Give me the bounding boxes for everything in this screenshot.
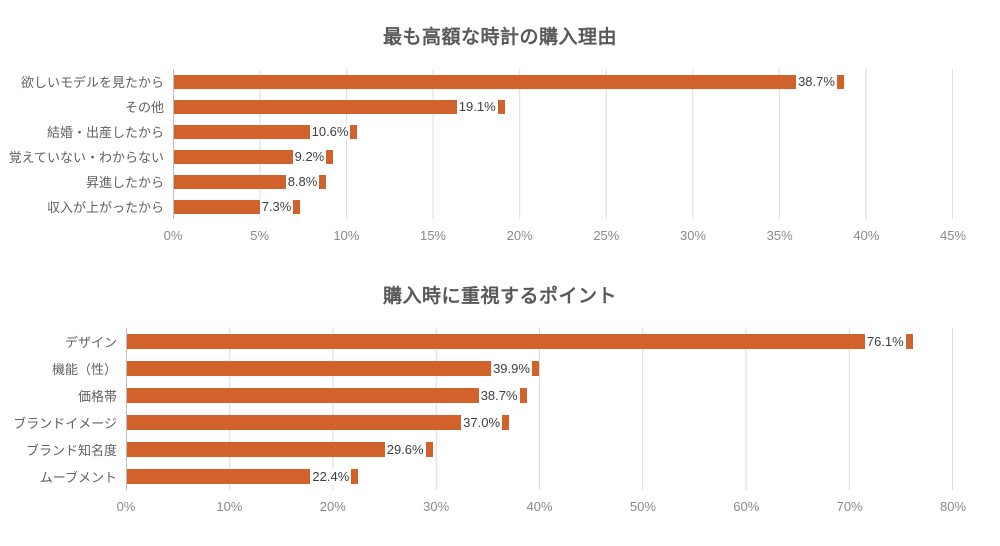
x-tick-label: 10% [333, 228, 360, 243]
bar-row: 22.4% [127, 463, 953, 490]
value-label: 39.9% [491, 360, 532, 377]
value-axis: 0% 5% 10% 15% 20% 25% 30% 35% 40% 45% [164, 219, 966, 255]
chart-purchase-priorities-body: デザイン機能（性） 価格帯ブランドイメージブランド知名度ムーブメント 76.1% 3… [0, 328, 966, 526]
category-label: 収入が上がったから [46, 200, 164, 215]
bar-row: 39.9% [127, 355, 953, 382]
bar: 8.8% [174, 173, 327, 190]
bar: 29.6% [127, 441, 433, 458]
chart-purchase-reasons-title: 最も高額な時計の購入理由 [382, 27, 617, 48]
bar: 38.7% [127, 387, 527, 404]
chart-purchase-priorities: 購入時に重視するポイント デザイン機能（性） 価格帯ブランドイメージブランド知名度… [0, 285, 1000, 526]
value-label: 37.0% [461, 414, 503, 431]
category-axis: 欲しいモデルを見たからその他結婚・出産したから覚えていない・わからない昇進したか… [0, 69, 173, 255]
category-label: デザイン [64, 335, 117, 350]
bar-row: 10.6% [174, 119, 953, 144]
chart-purchase-reasons: 最も高額な時計の購入理由 欲しいモデルを見たからその他結婚・出産したから覚えてい… [0, 26, 1000, 255]
bar: 76.1% [127, 333, 913, 350]
value-label: 9.2% [292, 148, 327, 165]
x-tick-label: 20% [506, 228, 533, 243]
bar-row: 7.3% [174, 194, 953, 219]
x-tick-label: 0% [116, 499, 136, 514]
bar: 22.4% [127, 468, 359, 485]
plot-area: 38.7% 19.1% 10.6% 9.2% 8.8% 7.3% [173, 69, 953, 219]
category-label: 結婚・出産したから [46, 125, 164, 140]
bar-row: 76.1% [127, 328, 953, 355]
bar: 38.7% [174, 73, 844, 90]
category-label: 価格帯 [77, 389, 117, 404]
plot-wrap: 76.1% 39.9% 38.7% 37.0% 29.6% 22.4% 0% 10% 20% 3… [117, 328, 966, 526]
bar-row: 29.6% [127, 436, 953, 463]
x-tick-label: 25% [593, 228, 620, 243]
category-label: ブランド知名度 [25, 443, 117, 458]
bar-row: 9.2% [174, 144, 953, 169]
value-label: 22.4% [310, 468, 352, 485]
plot-area: 76.1% 39.9% 38.7% 37.0% 29.6% 22.4% [126, 328, 953, 490]
x-tick-label: 20% [319, 499, 346, 514]
value-label: 29.6% [384, 441, 426, 458]
value-label: 19.1% [456, 98, 498, 115]
bar: 37.0% [127, 414, 510, 431]
category-axis: デザイン機能（性） 価格帯ブランドイメージブランド知名度ムーブメント [0, 328, 126, 526]
x-tick-label: 60% [733, 499, 760, 514]
x-tick-label: 70% [836, 499, 863, 514]
bar-row: 38.7% [127, 382, 953, 409]
plot-wrap: 38.7% 19.1% 10.6% 9.2% 8.8% 7.3% 0% 5% 10% 15% 20… [164, 69, 966, 255]
category-label: その他 [124, 100, 164, 115]
category-label: 覚えていない・わからない [8, 150, 164, 165]
x-tick-label: 45% [939, 228, 967, 243]
x-tick-label: 5% [250, 228, 270, 243]
category-label: ムーブメント [39, 470, 117, 485]
x-tick-label: 30% [679, 228, 706, 243]
x-tick-label: 40% [526, 499, 553, 514]
chart-purchase-reasons-body: 欲しいモデルを見たからその他結婚・出産したから覚えていない・わからない昇進したか… [0, 69, 966, 255]
value-label: 38.7% [796, 73, 837, 90]
x-tick-label: 80% [939, 499, 967, 514]
category-label: ブランドイメージ [13, 416, 117, 431]
category-label: 昇進したから [85, 175, 164, 190]
bar: 10.6% [174, 123, 358, 140]
bar-row: 37.0% [127, 409, 953, 436]
bar: 19.1% [174, 98, 505, 115]
bar: 39.9% [127, 360, 539, 377]
bar: 7.3% [174, 198, 301, 215]
value-axis: 0% 10% 20% 30% 40% 50% 60% 70% 80% [117, 490, 966, 526]
value-label: 10.6% [309, 123, 351, 140]
bar-row: 19.1% [174, 94, 953, 119]
value-label: 8.8% [285, 173, 320, 190]
chart-purchase-reasons-area: 欲しいモデルを見たからその他結婚・出産したから覚えていない・わからない昇進したか… [0, 69, 1000, 255]
bar: 9.2% [174, 148, 334, 165]
x-tick-label: 50% [629, 499, 656, 514]
x-tick-label: 15% [419, 228, 446, 243]
x-tick-label: 0% [163, 228, 183, 243]
bar-row: 8.8% [174, 169, 953, 194]
value-label: 7.3% [259, 198, 294, 215]
value-label: 38.7% [478, 387, 520, 404]
value-label: 76.1% [864, 333, 906, 350]
category-label: 機能（性） [51, 362, 117, 377]
bar-row: 38.7% [174, 69, 953, 94]
category-label: 欲しいモデルを見たから [20, 75, 164, 90]
x-tick-label: 40% [853, 228, 880, 243]
x-tick-label: 10% [216, 499, 243, 514]
chart-purchase-priorities-title: 購入時に重視するポイント [382, 286, 617, 307]
x-tick-label: 35% [766, 228, 793, 243]
chart-purchase-priorities-area: デザイン機能（性） 価格帯ブランドイメージブランド知名度ムーブメント 76.1% 3… [0, 328, 1000, 526]
x-tick-label: 30% [423, 499, 450, 514]
